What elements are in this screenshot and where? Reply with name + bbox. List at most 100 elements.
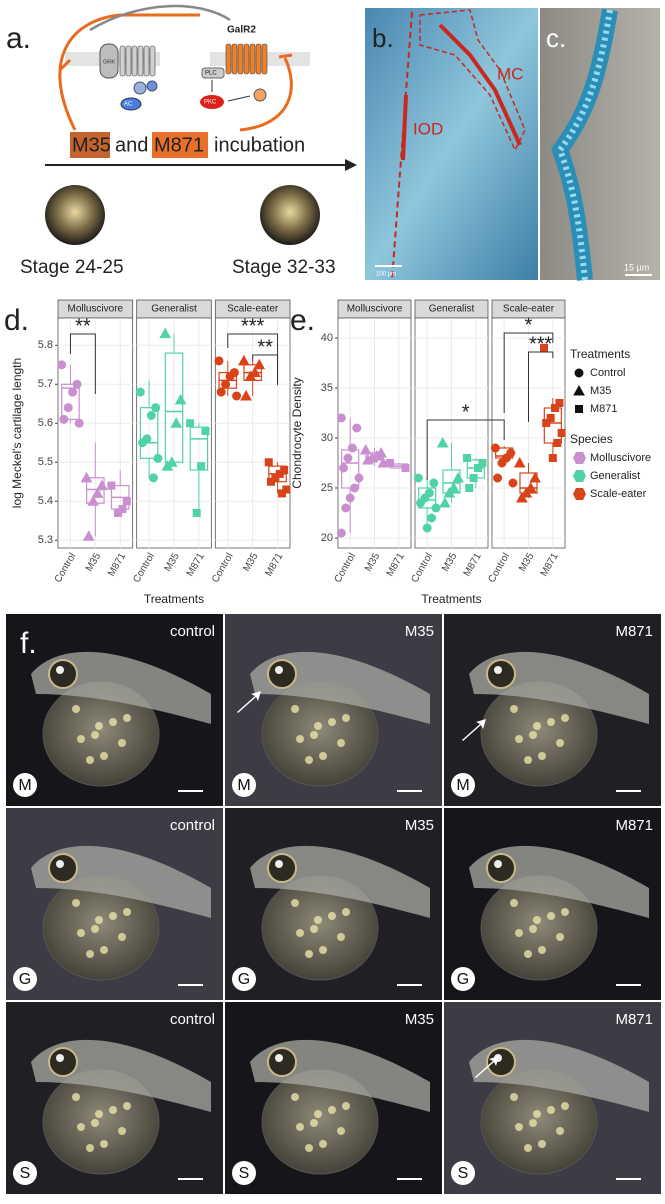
yolk-spot bbox=[291, 705, 299, 713]
legend-label: Molluscivore bbox=[590, 452, 651, 464]
point bbox=[416, 498, 426, 508]
yolk-spot bbox=[328, 912, 336, 920]
point bbox=[201, 427, 210, 436]
yolk-spot bbox=[510, 1093, 518, 1101]
row-badge bbox=[232, 1161, 256, 1185]
row-badge bbox=[232, 967, 256, 991]
yolk-spot bbox=[561, 1102, 569, 1110]
yolk-spot bbox=[86, 756, 94, 764]
legend-label: Scale-eater bbox=[590, 488, 647, 500]
yolk-spot bbox=[510, 705, 518, 713]
x-tick-label: M35 bbox=[517, 551, 536, 574]
yolk-spot bbox=[123, 714, 131, 722]
row-label: G bbox=[238, 971, 250, 988]
point bbox=[493, 473, 503, 483]
yolk-spot bbox=[538, 946, 546, 954]
x-tick-label: M871 bbox=[263, 551, 285, 579]
yolk-spot bbox=[561, 908, 569, 916]
point bbox=[490, 443, 500, 453]
x-tick-label: M35 bbox=[241, 551, 260, 574]
point bbox=[59, 414, 69, 424]
facet-label: Scale-eater bbox=[227, 304, 279, 315]
label: GalR2 bbox=[227, 25, 256, 36]
significance: * bbox=[525, 314, 533, 336]
point bbox=[266, 477, 275, 486]
point bbox=[341, 503, 351, 513]
yolk-spot bbox=[556, 739, 564, 747]
label: PKC bbox=[204, 100, 217, 106]
yolk-spot bbox=[72, 1093, 80, 1101]
yolk-spot bbox=[556, 1127, 564, 1135]
yolk-spot bbox=[118, 1127, 126, 1135]
point bbox=[63, 403, 73, 413]
yolk-spot bbox=[296, 929, 304, 937]
point bbox=[264, 458, 273, 467]
mc-outline bbox=[419, 9, 526, 152]
point bbox=[232, 391, 242, 401]
point bbox=[447, 481, 460, 493]
column-label: M35 bbox=[405, 1011, 434, 1028]
point bbox=[542, 419, 551, 427]
point bbox=[114, 508, 123, 517]
yolk-spot bbox=[547, 912, 555, 920]
legend-label: M871 bbox=[590, 403, 618, 415]
arc bbox=[58, 13, 200, 131]
facet-label: Generalist bbox=[151, 304, 197, 315]
box bbox=[139, 407, 159, 459]
point bbox=[174, 393, 187, 405]
yolk-spot bbox=[86, 950, 94, 958]
yolk-spot bbox=[524, 1144, 532, 1152]
yolk-spot bbox=[291, 899, 299, 907]
point bbox=[575, 405, 583, 413]
row-badge bbox=[13, 773, 37, 797]
g-protein bbox=[146, 80, 158, 92]
label: M35 bbox=[72, 134, 111, 156]
point bbox=[377, 456, 390, 468]
point bbox=[429, 478, 439, 488]
yolk-spot bbox=[342, 1102, 350, 1110]
point bbox=[153, 453, 163, 463]
point bbox=[546, 414, 555, 422]
eye-glint bbox=[275, 666, 283, 674]
arc bbox=[58, 58, 72, 72]
x-tick-label: M35 bbox=[84, 551, 103, 574]
y-tick-label: 5.4 bbox=[38, 495, 53, 507]
drug-box bbox=[70, 132, 110, 158]
helix bbox=[255, 43, 262, 75]
yolk-spot bbox=[533, 1110, 541, 1118]
box bbox=[418, 487, 437, 509]
point bbox=[345, 493, 355, 503]
arrow bbox=[462, 719, 486, 741]
row-label: S bbox=[20, 1165, 31, 1182]
point bbox=[80, 471, 93, 483]
row-badge bbox=[451, 773, 475, 797]
eye-glint bbox=[275, 860, 283, 868]
legend-key bbox=[573, 452, 586, 464]
yolk-spot bbox=[100, 752, 108, 760]
point bbox=[463, 454, 472, 462]
y-axis-label: log Meckel's cartilage length bbox=[10, 358, 24, 508]
column-label: control bbox=[170, 817, 215, 834]
point bbox=[553, 439, 562, 447]
bracket bbox=[426, 419, 505, 480]
yolk-spot bbox=[109, 912, 117, 920]
point bbox=[478, 459, 487, 467]
eye bbox=[267, 1047, 297, 1077]
legend-label: M35 bbox=[590, 385, 611, 397]
significance: ** bbox=[75, 315, 91, 337]
yolk-spot bbox=[547, 1106, 555, 1114]
x-tick-label: Control bbox=[210, 551, 236, 584]
helix bbox=[143, 45, 150, 77]
bracket bbox=[252, 354, 279, 385]
eye bbox=[48, 853, 78, 883]
bracket bbox=[69, 333, 96, 394]
significance: *** bbox=[241, 315, 265, 337]
arrow bbox=[237, 691, 261, 713]
helix bbox=[261, 43, 268, 75]
column-label: control bbox=[170, 623, 215, 640]
yolk-spot bbox=[342, 714, 350, 722]
point bbox=[253, 358, 266, 370]
point bbox=[336, 528, 346, 538]
column-label: M871 bbox=[615, 1011, 653, 1028]
point bbox=[354, 473, 364, 483]
